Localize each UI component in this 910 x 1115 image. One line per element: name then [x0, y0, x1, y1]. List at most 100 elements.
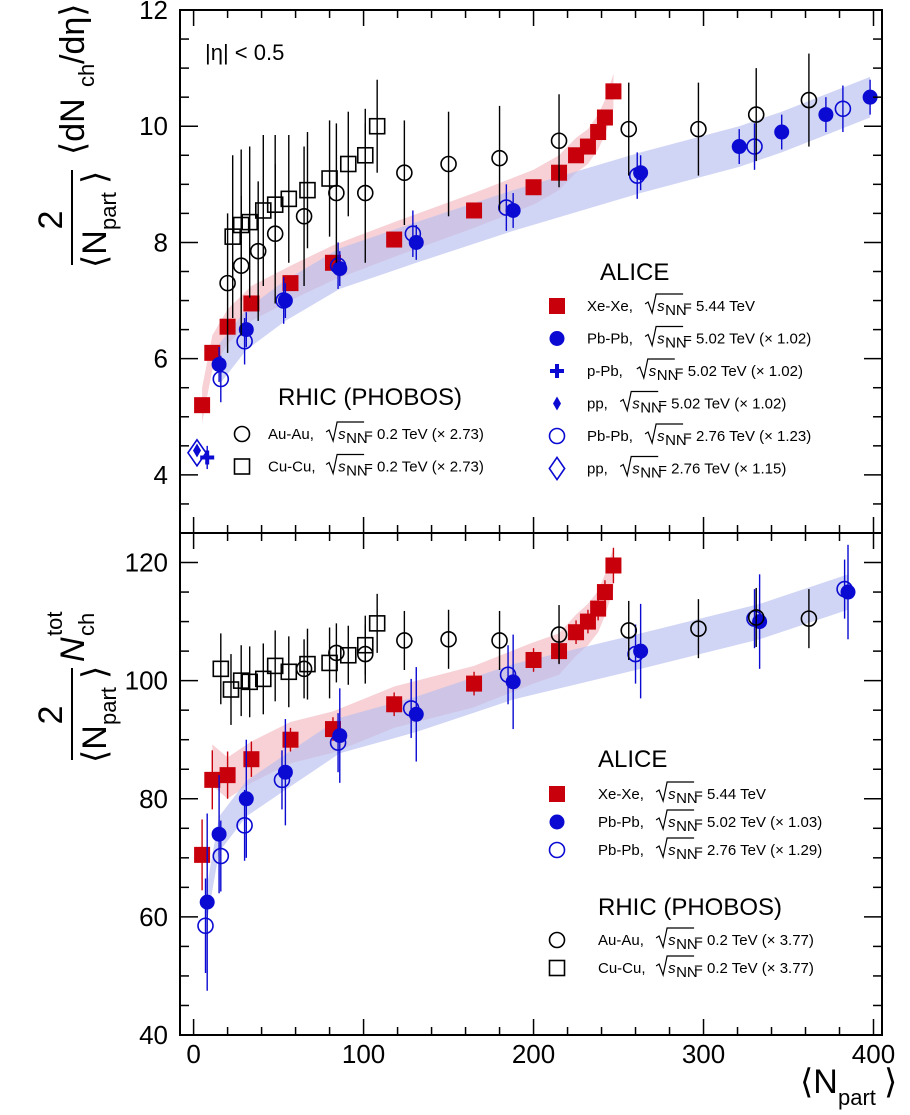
- point-top-xe-xe: [590, 124, 607, 141]
- point-top-au-au: [440, 155, 457, 173]
- legend-top-rhic-label-post-1: = 0.2 TeV (× 2.73): [364, 459, 484, 476]
- legend-top-label-post-3: = 5.02 TeV (× 1.02): [658, 396, 786, 413]
- point-top-au-au: [295, 207, 313, 225]
- point-top-pb-pb-2-76: [834, 100, 852, 118]
- point-bottom-cu-cu: [222, 681, 240, 698]
- legend-top-label-post-0: = 5.44 TeV: [683, 298, 755, 315]
- frame-bottom: [179, 532, 883, 1036]
- y-tick-label-bottom: 120: [125, 548, 168, 578]
- sqrt-s: s: [657, 428, 665, 445]
- legend-bottom-marker-2: [548, 841, 566, 859]
- y-axis-title-bottom: 2 ⟨N part ⟩ N ch tot: [32, 612, 121, 763]
- sqrt-radical: [655, 781, 695, 804]
- axis-ticks: 0 100 200 300 400 4 6 8 10 12 40 60 80 100 120: [125, 0, 896, 1069]
- point-bottom-xe-xe: [386, 696, 403, 713]
- legend-top-marker-3: [553, 396, 561, 411]
- legend-top-rhic-label-pre-0: Au-Au,: [268, 426, 314, 443]
- point-top-pb-pb-2-76: [212, 370, 230, 388]
- point-top-cu-cu: [356, 146, 374, 164]
- band-layer-top: [202, 73, 871, 423]
- point-bottom-au-au: [690, 620, 707, 637]
- x-axis-title-close: ⟩: [884, 1063, 897, 1101]
- point-bottom-cu-cu: [241, 673, 258, 691]
- point-bottom-xe-xe: [204, 771, 221, 788]
- point-bottom-au-au: [396, 632, 413, 649]
- sqrt-s: s: [657, 298, 665, 315]
- sqrt-radical: [619, 390, 659, 413]
- point-top-au-au: [747, 106, 765, 123]
- point-top-pb-pb-5-02: [633, 165, 649, 181]
- sqrt-s: s: [668, 842, 676, 859]
- point-top-pb-pb-2-76: [498, 199, 515, 216]
- eta-cut-label: |η| < 0.5: [205, 40, 284, 65]
- sqrt-sub: NN: [665, 302, 687, 319]
- legend-top-marker-4: [548, 427, 566, 445]
- sqrt-sub: NN: [676, 790, 698, 807]
- point-bottom-pb-pb-2-76: [627, 645, 644, 663]
- y-tick-label-top: 12: [139, 0, 168, 25]
- band-pbpb-top: [219, 76, 871, 385]
- point-top-pp-5-02: [192, 443, 201, 458]
- y-title-bottom-two: 2: [32, 706, 70, 725]
- sqrt-sub: NN: [665, 335, 687, 352]
- point-top-au-au: [550, 132, 568, 150]
- x-tick-label: 200: [512, 1039, 555, 1069]
- legend-top-label-pre-3: pp,: [587, 396, 608, 413]
- point-top-pb-pb-2-76: [404, 225, 422, 243]
- point-bottom-au-au: [550, 626, 568, 643]
- legend-top-label-pre-2: p-Pb,: [587, 363, 623, 380]
- point-top-au-au: [800, 91, 818, 109]
- point-bottom-au-au: [747, 609, 765, 626]
- alice-header-top: ALICE: [600, 259, 669, 286]
- y-tick-label-top: 4: [154, 460, 168, 490]
- sqrt-radical: [655, 809, 695, 832]
- sqrt-radical: [655, 955, 695, 978]
- legend-bottom-label-post-0: = 5.44 TeV: [694, 786, 766, 803]
- sqrt-sub: NN: [676, 846, 698, 863]
- point-bottom-cu-cu: [254, 670, 272, 688]
- sqrt-s: s: [668, 786, 676, 803]
- point-bottom-pb-pb-5-02: [238, 791, 254, 807]
- point-top-cu-cu: [280, 190, 298, 208]
- point-bottom-pb-pb-5-02: [199, 894, 215, 910]
- point-top-cu-cu: [368, 117, 386, 135]
- legend-bottom-rhic-label-pre-0: Au-Au,: [598, 932, 644, 949]
- sqrt-radical: [325, 421, 365, 444]
- legend-top-rhic: Au-Au, s NN = 0.2 TeV (× 2.73)Cu-Cu, s NN …: [233, 421, 484, 480]
- point-top-au-au: [396, 164, 413, 182]
- point-top-cu-cu: [339, 155, 357, 173]
- point-bottom-au-au: [800, 610, 818, 627]
- sqrt-radical: [655, 837, 695, 860]
- point-top-cu-cu: [266, 196, 284, 213]
- legend-bottom-marker-1: [549, 814, 565, 830]
- y-axis-title-top: 2 ⟨N part ⟩ ⟨dN ch /dη⟩: [32, 3, 121, 268]
- legend-top-marker-5: [548, 456, 566, 481]
- legend-top-marker-2: [550, 364, 564, 378]
- legend-bottom-marker-0: [549, 786, 565, 802]
- legend-bottom-label-post-2: = 2.76 TeV (× 1.29): [694, 842, 822, 859]
- y-title-bottom-den-sub: part: [96, 687, 121, 725]
- x-tick-label: 300: [682, 1039, 725, 1069]
- x-tick-label: 0: [186, 1039, 200, 1069]
- point-top-cu-cu: [224, 228, 241, 245]
- point-bottom-pb-pb-2-76: [273, 771, 291, 789]
- sqrt-s: s: [657, 331, 665, 348]
- legend-top-rhic-marker-1: [233, 458, 251, 475]
- point-top-xe-xe: [525, 179, 542, 196]
- point-top-cu-cu: [321, 170, 338, 187]
- legend-bottom-rhic-marker-0: [548, 931, 566, 949]
- point-top-au-au: [620, 120, 638, 138]
- point-bottom-pb-pb-2-76: [836, 580, 853, 598]
- legend-bottom-rhic: Au-Au, s NN = 0.2 TeV (× 3.77)Cu-Cu, s NN …: [548, 927, 814, 981]
- alice-header-bottom: ALICE: [598, 746, 667, 773]
- sqrt-sub: NN: [676, 964, 698, 981]
- point-top-pb-pb-5-02: [408, 234, 424, 250]
- sqrt-radical: [644, 293, 684, 316]
- legend-top-marker-0: [549, 298, 565, 314]
- y-tick-label-top: 8: [154, 227, 168, 257]
- sqrt-radical: [325, 453, 365, 476]
- point-top-xe-xe: [605, 83, 622, 100]
- point-bottom-cu-cu: [368, 615, 386, 632]
- y-title-bottom-num: N: [54, 637, 92, 662]
- legend-top-rhic-marker-0: [233, 425, 251, 443]
